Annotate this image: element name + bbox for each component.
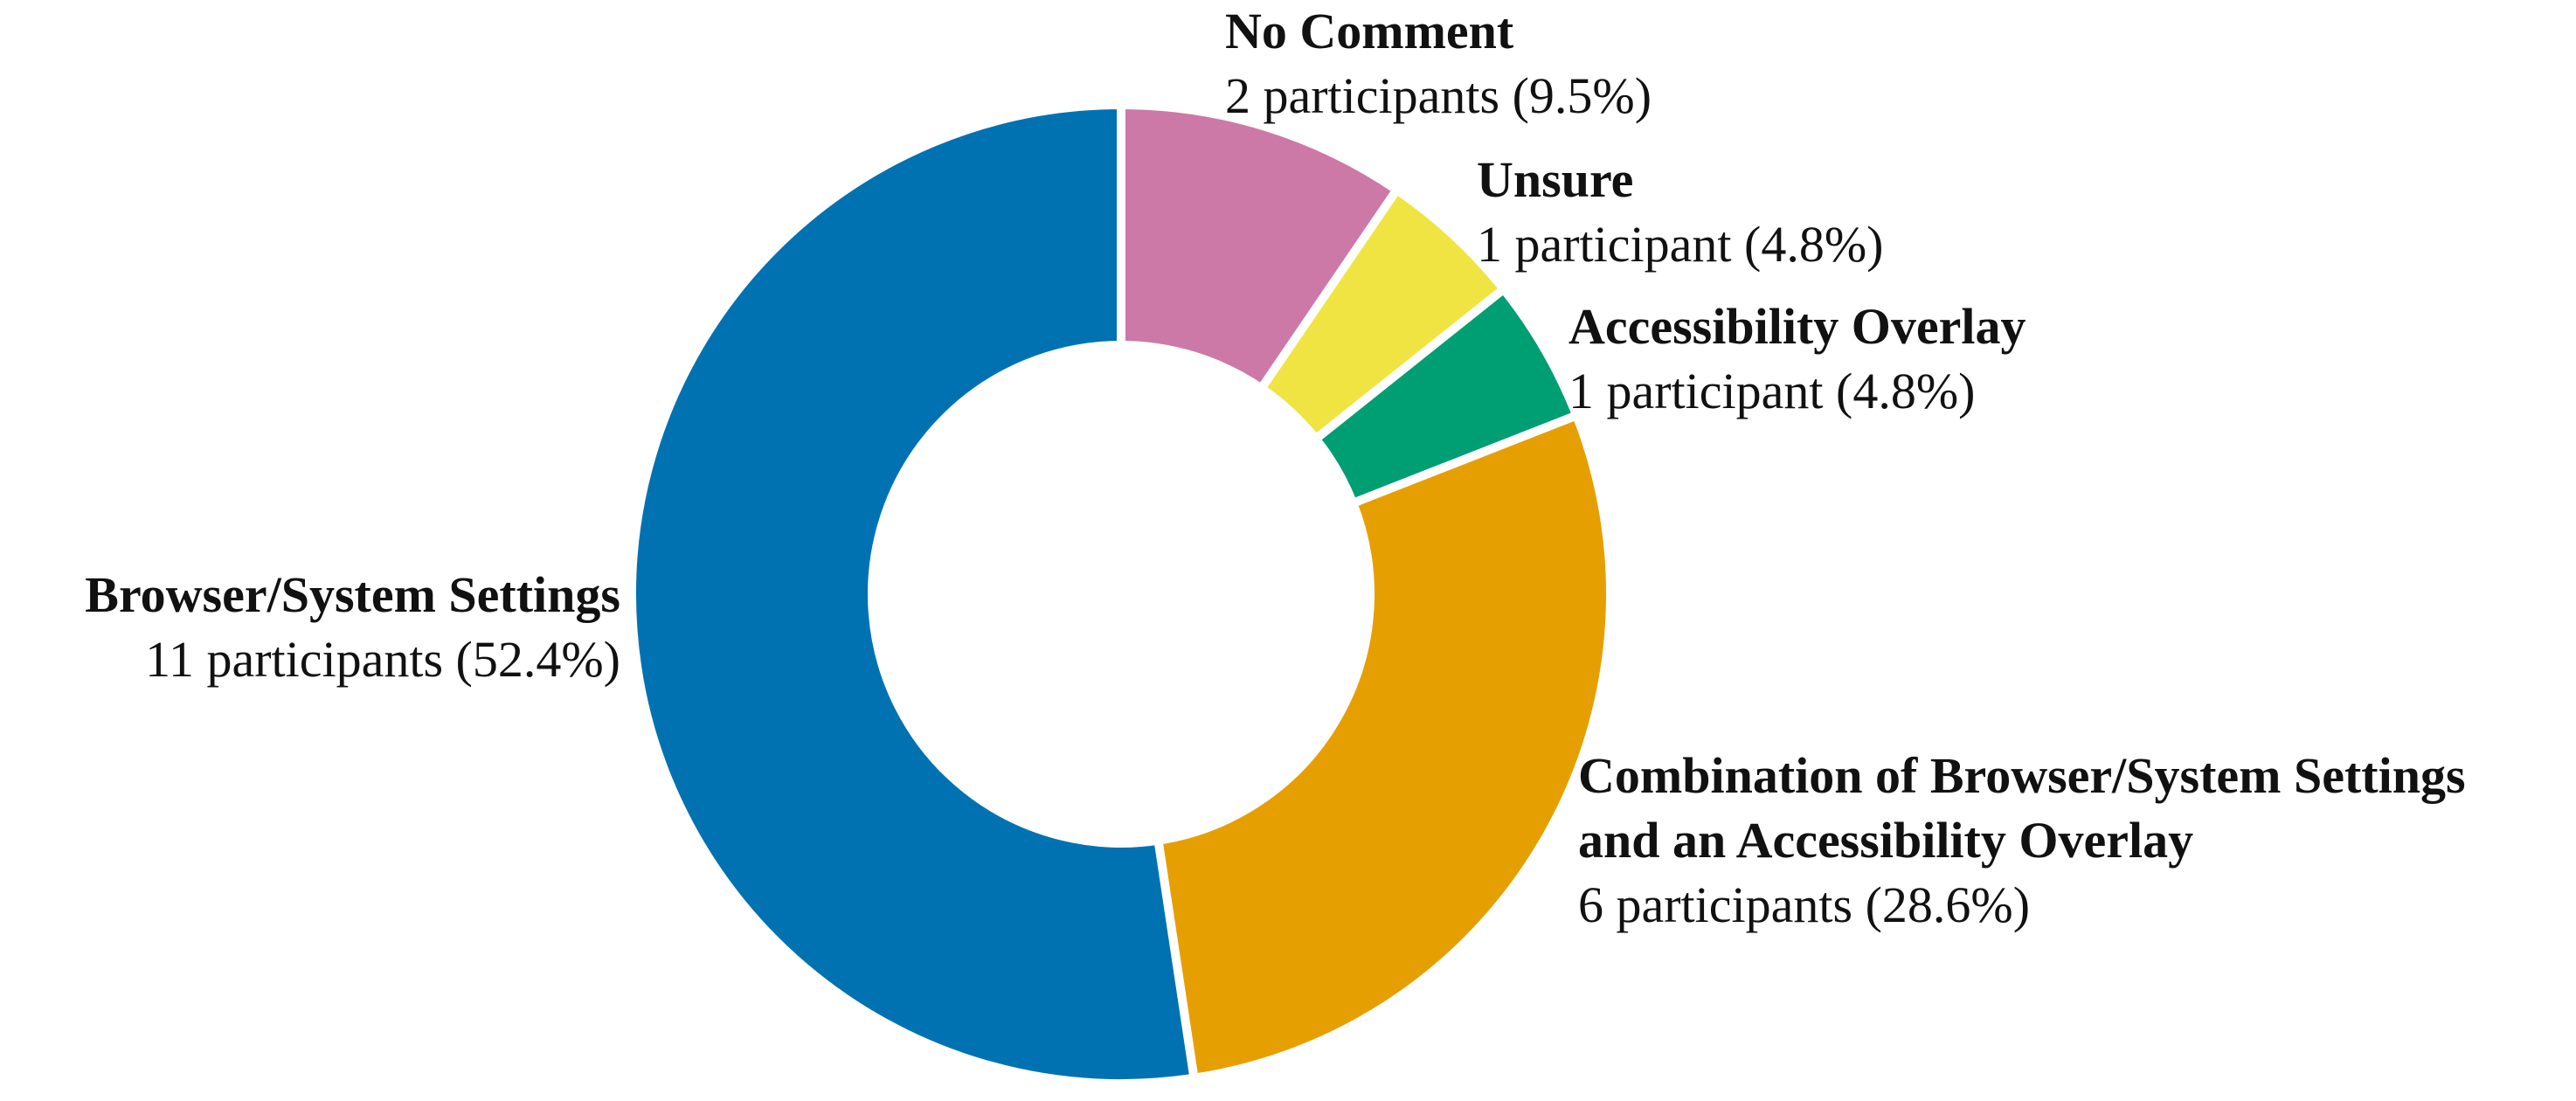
label-no-comment: No Comment 2 participants (9.5%) (1225, 3, 1652, 124)
label-detail: 1 participant (4.8%) (1568, 363, 1975, 419)
label-combination-of-browser-system-settings-and-an-accessibility-overlay: Combination of Browser/System Settings an… (1578, 747, 2466, 933)
label-title-line: and an Accessibility Overlay (1578, 812, 2193, 869)
label-title-line: No Comment (1225, 3, 1514, 59)
label-title-line: Unsure (1477, 151, 1633, 208)
slice-combination-of-browser-system-settings-and-an-accessibility-overlay (1153, 409, 1615, 1084)
slice-browser-system-settings (627, 100, 1200, 1088)
label-browser-system-settings: Browser/System Settings 11 participants (… (85, 566, 620, 688)
label-detail: 6 participants (28.6%) (1578, 876, 2030, 933)
label-title-line: Combination of Browser/System Settings (1578, 747, 2466, 804)
label-unsure: Unsure 1 participant (4.8%) (1477, 151, 1883, 273)
label-accessibility-overlay: Accessibility Overlay 1 participant (4.8%… (1568, 298, 2026, 419)
slice-labels: No Comment 2 participants (9.5%) Unsure 1 p… (85, 3, 2465, 933)
label-title-line: Browser/System Settings (85, 566, 620, 623)
label-detail: 1 participant (4.8%) (1477, 216, 1883, 273)
donut-slices (627, 100, 1615, 1088)
label-detail: 11 participants (52.4%) (145, 631, 620, 688)
label-detail: 2 participants (9.5%) (1225, 67, 1652, 124)
label-title-line: Accessibility Overlay (1568, 298, 2026, 355)
